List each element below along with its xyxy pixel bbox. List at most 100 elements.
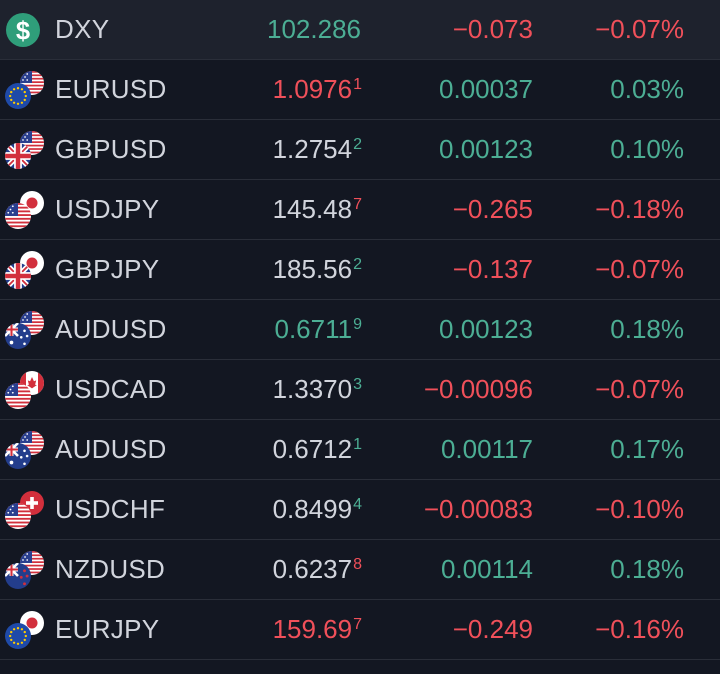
last-price: 185.562 [273, 240, 362, 303]
last-price-main: 0.6711 [274, 314, 353, 344]
currency-pair-icons [4, 69, 46, 111]
price-change: −0.00083 [423, 494, 533, 524]
symbol-label: EURUSD [55, 74, 167, 104]
last-price-pip-digit: 1 [353, 436, 362, 453]
last-price-main: 1.2754 [272, 134, 353, 164]
price-change-percent: 0.10% [610, 134, 684, 164]
watchlist-row-usdcad[interactable]: USDCAD 1.33703 −0.00096 −0.07% [0, 360, 720, 420]
symbol-label: AUDUSD [55, 434, 167, 464]
symbol-label: USDCAD [55, 374, 167, 404]
last-price: 0.84994 [273, 480, 362, 543]
last-price-main: 1.3370 [272, 374, 353, 404]
currency-pair-icons [4, 549, 46, 591]
last-price-pip-digit: 2 [353, 256, 362, 273]
last-price-main: 159.69 [272, 614, 353, 644]
last-price-pip-digit: 3 [353, 376, 362, 393]
eu-flag-icon [5, 83, 31, 109]
dollar-icon: $ [6, 13, 40, 47]
nz-flag-icon [5, 563, 31, 589]
eu-flag-icon [5, 623, 31, 649]
last-price-pip-digit: 4 [353, 496, 362, 513]
last-price-main: 102.286 [267, 14, 361, 44]
price-change: −0.073 [452, 14, 533, 44]
currency-pair-icons [4, 249, 46, 291]
last-price-pip-digit: 8 [353, 556, 362, 573]
last-price-pip-digit: 2 [353, 136, 362, 153]
price-change-percent: −0.07% [595, 254, 684, 284]
price-change: 0.00123 [439, 314, 533, 344]
price-change-percent: 0.03% [610, 74, 684, 104]
watchlist: $ DXY 102.286 −0.073 −0.07% EURUSD 1.097… [0, 0, 720, 660]
symbol-label: GBPUSD [55, 134, 167, 164]
last-price: 1.27542 [273, 120, 362, 183]
last-price: 1.09761 [273, 60, 362, 123]
watchlist-row-usdchf[interactable]: USDCHF 0.84994 −0.00083 −0.10% [0, 480, 720, 540]
watchlist-row-usdjpy[interactable]: USDJPY 145.487 −0.265 −0.18% [0, 180, 720, 240]
price-change-percent: −0.10% [595, 494, 684, 524]
uk-flag-icon [5, 143, 31, 169]
watchlist-row-nzdusd[interactable]: NZDUSD 0.62378 0.00114 0.18% [0, 540, 720, 600]
symbol-label: DXY [55, 14, 110, 44]
last-price-main: 145.48 [272, 194, 353, 224]
price-change-percent: −0.07% [595, 14, 684, 44]
watchlist-row-gbpjpy[interactable]: GBPJPY 185.562 −0.137 −0.07% [0, 240, 720, 300]
us-flag-icon [20, 311, 44, 335]
au-flag-icon [5, 323, 31, 349]
watchlist-row-eurusd[interactable]: EURUSD 1.09761 0.00037 0.03% [0, 60, 720, 120]
last-price-main: 0.8499 [272, 494, 353, 524]
price-change-percent: −0.16% [595, 614, 684, 644]
price-change-percent: 0.18% [610, 554, 684, 584]
last-price: 1.33703 [273, 360, 362, 423]
price-change: −0.00096 [423, 374, 533, 404]
currency-pair-icons [4, 609, 46, 651]
last-price: 102.286 [267, 0, 362, 63]
last-price-pip-digit: 1 [353, 76, 362, 93]
price-change-percent: 0.17% [610, 434, 684, 464]
uk-flag-icon [5, 263, 31, 289]
price-change: −0.249 [452, 614, 533, 644]
currency-pair-icons [4, 369, 46, 411]
au-flag-icon [5, 443, 31, 469]
last-price-main: 0.6237 [272, 554, 353, 584]
last-price: 0.62378 [273, 540, 362, 603]
last-price-main: 0.6712 [272, 434, 353, 464]
price-change: 0.00114 [440, 554, 533, 584]
last-price-pip-digit: 7 [353, 616, 362, 633]
us-flag-icon [5, 383, 31, 409]
price-change: 0.00123 [439, 134, 533, 164]
last-price-pip-digit: 7 [353, 196, 362, 213]
last-price: 0.67119 [275, 300, 363, 363]
us-flag-icon [5, 203, 31, 229]
watchlist-row-gbpusd[interactable]: GBPUSD 1.27542 0.00123 0.10% [0, 120, 720, 180]
price-change: 0.00117 [440, 434, 533, 464]
symbol-label: USDJPY [55, 194, 160, 224]
last-price-main: 185.56 [272, 254, 353, 284]
last-price-pip-digit: 9 [353, 316, 362, 333]
last-price: 159.697 [273, 600, 362, 663]
last-price: 145.487 [273, 180, 362, 243]
watchlist-row-dxy[interactable]: $ DXY 102.286 −0.073 −0.07% [0, 0, 720, 60]
currency-pair-icons [4, 489, 46, 531]
watchlist-row-eurjpy[interactable]: EURJPY 159.697 −0.249 −0.16% [0, 600, 720, 660]
us-flag-icon [5, 503, 31, 529]
currency-pair-icons [4, 129, 46, 171]
price-change: −0.137 [452, 254, 533, 284]
symbol-label: EURJPY [55, 614, 160, 644]
last-price: 0.67121 [273, 420, 362, 483]
currency-pair-icons [4, 429, 46, 471]
price-change: 0.00037 [439, 74, 533, 104]
us-flag-icon [20, 551, 44, 575]
price-change-percent: 0.18% [610, 314, 684, 344]
price-change-percent: −0.18% [595, 194, 684, 224]
currency-pair-icons: $ [4, 9, 46, 51]
currency-pair-icons [4, 189, 46, 231]
price-change: −0.265 [452, 194, 533, 224]
watchlist-row-audusd[interactable]: AUDUSD 0.67119 0.00123 0.18% [0, 300, 720, 360]
symbol-label: AUDUSD [55, 314, 167, 344]
us-flag-icon [20, 131, 44, 155]
watchlist-row-audusd[interactable]: AUDUSD 0.67121 0.00117 0.17% [0, 420, 720, 480]
symbol-label: USDCHF [55, 494, 166, 524]
us-flag-icon [20, 431, 44, 455]
symbol-label: GBPJPY [55, 254, 160, 284]
symbol-label: NZDUSD [55, 554, 166, 584]
